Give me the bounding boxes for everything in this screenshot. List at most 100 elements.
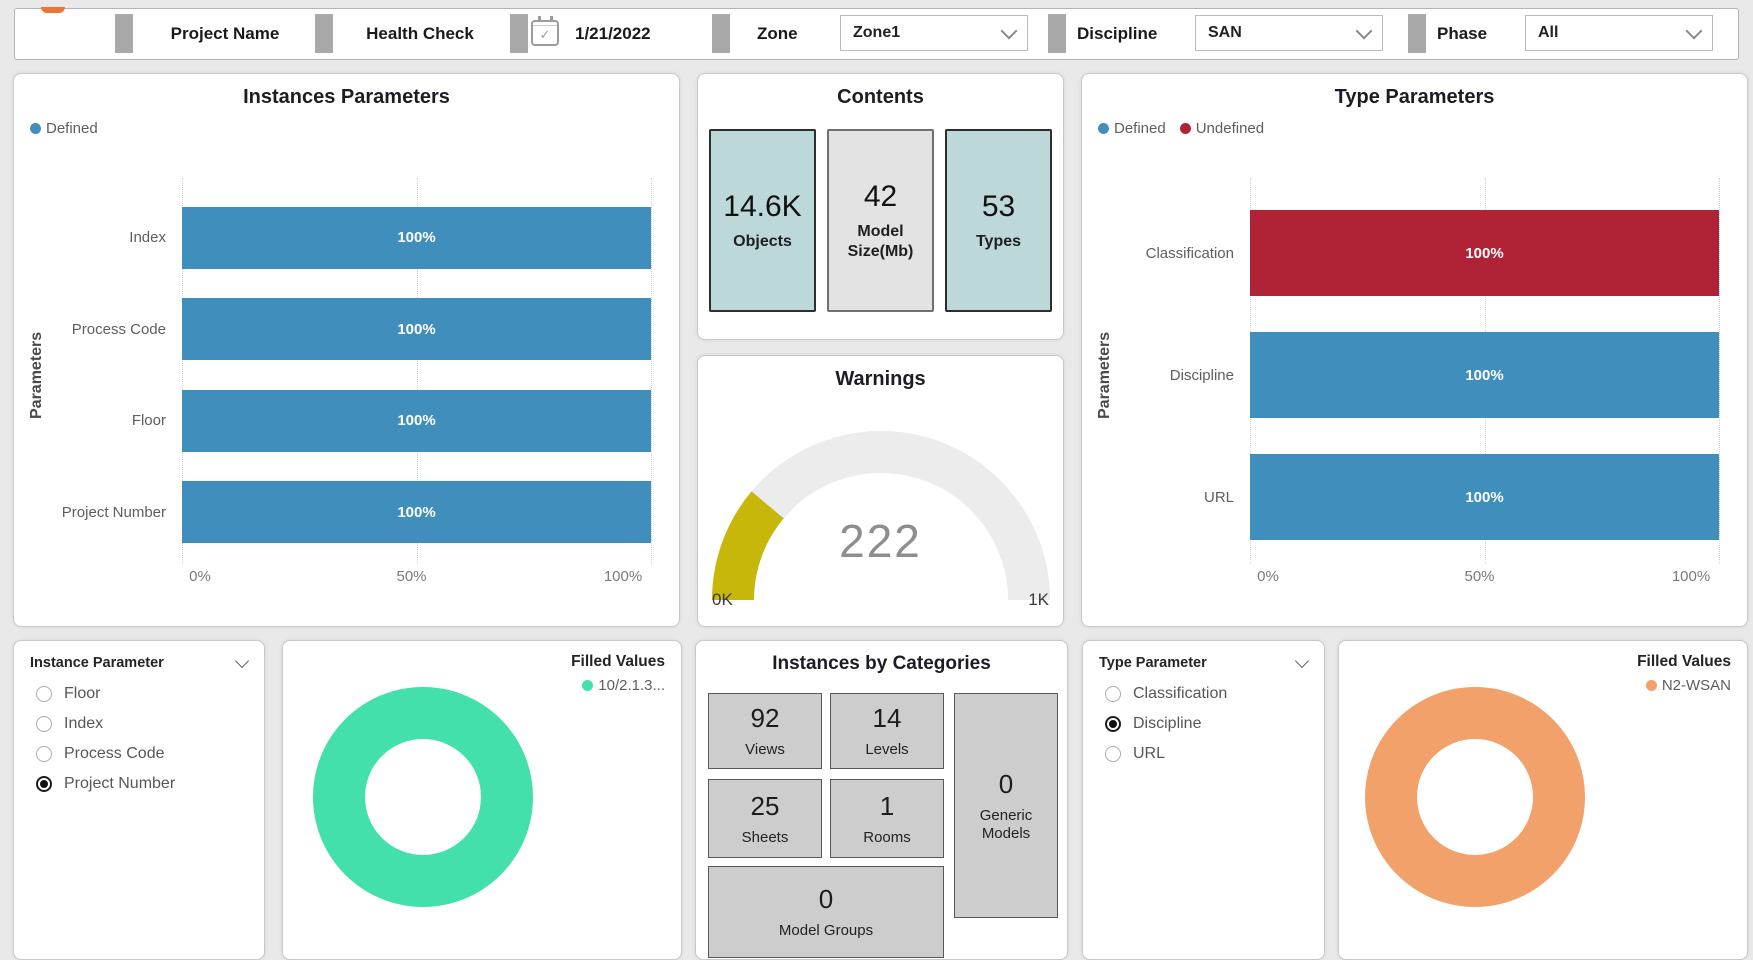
radio-option-discipline[interactable]: Discipline — [1083, 709, 1324, 739]
bar-row: URL 100% — [1100, 454, 1719, 540]
axis-tick: 50% — [1464, 568, 1495, 585]
contents-card: Contents 14.6K Objects 42 Model Size(Mb) 53 T… — [697, 73, 1064, 340]
legend-item[interactable]: Defined — [30, 120, 98, 137]
radio-icon[interactable] — [36, 716, 52, 732]
axis-tick: 0% — [1257, 568, 1279, 585]
category-tile-generic_models[interactable]: 0 Generic Models — [954, 693, 1058, 918]
bar-track: 100% — [1250, 210, 1719, 296]
bar-index[interactable]: 100% — [182, 206, 651, 269]
separator — [712, 14, 730, 53]
legend-item[interactable]: Defined — [1098, 120, 1166, 137]
bar-value-label: 100% — [397, 320, 436, 338]
category-tile-views[interactable]: 92 Views — [708, 693, 822, 769]
bar-process-code[interactable]: 100% — [182, 298, 651, 361]
discipline-dropdown-value: SAN — [1208, 24, 1242, 41]
category-label: URL — [1203, 488, 1234, 506]
radio-icon[interactable] — [36, 686, 52, 702]
contents-tile-model-size-mb-[interactable]: 42 Model Size(Mb) — [827, 129, 934, 312]
option-label: Index — [64, 715, 104, 732]
separator — [315, 14, 333, 53]
legend-item[interactable]: Undefined — [1179, 120, 1264, 137]
radio-option-classification[interactable]: Classification — [1083, 679, 1324, 709]
legend-dot-icon — [30, 123, 41, 134]
tile-value: 25 — [750, 790, 780, 821]
donut-chart[interactable] — [313, 687, 533, 907]
card-title: Warnings — [835, 368, 926, 390]
tile-value: 0 — [998, 768, 1014, 799]
category-tile-rooms[interactable]: 1 Rooms — [830, 779, 944, 858]
zone-dropdown-value: Zone1 — [853, 24, 901, 41]
option-label: Process Code — [64, 745, 165, 762]
instances-by-categories-card: Instances by Categories 92 Views 14 Levels 2… — [695, 640, 1068, 960]
category-tile-model_groups[interactable]: 0 Model Groups — [708, 866, 944, 958]
bar-url[interactable]: 100% — [1250, 454, 1719, 540]
category-tile-sheets[interactable]: 25 Sheets — [708, 779, 822, 858]
radio-icon[interactable] — [36, 746, 52, 762]
bar-row: Index 100% — [32, 206, 651, 269]
chevron-down-icon — [1355, 22, 1373, 39]
bar-value-label: 100% — [397, 229, 436, 247]
bar-discipline[interactable]: 100% — [1250, 332, 1719, 418]
warnings-gauge[interactable] — [696, 400, 1066, 615]
donut-chart[interactable] — [1365, 687, 1585, 907]
contents-tile-objects[interactable]: 14.6K Objects — [709, 129, 816, 312]
slicer-options: Classification Discipline URL — [1083, 675, 1324, 769]
discipline-dropdown[interactable]: SAN — [1195, 15, 1383, 51]
contents-tile-types[interactable]: 53 Types — [945, 129, 1052, 312]
card-title: Filled Values — [1637, 653, 1731, 670]
gauge-max-label: 1K — [1028, 590, 1049, 609]
radio-option-index[interactable]: Index — [14, 709, 264, 739]
tile-label: Model Groups — [778, 922, 874, 939]
tile-label: Model Size(Mb) — [847, 222, 914, 260]
axis-tick: 0% — [189, 568, 211, 585]
legend-item[interactable]: N2-WSAN — [1645, 677, 1731, 694]
bar-floor[interactable]: 100% — [182, 389, 651, 452]
radio-icon[interactable] — [1105, 746, 1121, 762]
phase-dropdown[interactable]: All — [1525, 15, 1713, 51]
radio-option-project-number[interactable]: Project Number — [14, 769, 264, 799]
radio-option-url[interactable]: URL — [1083, 739, 1324, 769]
bar-track: 100% — [182, 389, 651, 452]
radio-option-process-code[interactable]: Process Code — [14, 739, 264, 769]
category-label: Index — [129, 229, 166, 247]
radio-selected-icon[interactable] — [1105, 716, 1121, 732]
date-value: 1/21/2022 — [575, 24, 651, 43]
radio-option-floor[interactable]: Floor — [14, 679, 264, 709]
bar-track: 100% — [182, 206, 651, 269]
tile-value: 0 — [818, 884, 834, 914]
radio-icon[interactable] — [1105, 686, 1121, 702]
bar-row: Floor 100% — [32, 389, 651, 452]
separator — [510, 14, 528, 53]
zone-dropdown[interactable]: Zone1 — [840, 15, 1028, 51]
legend-label: Defined — [46, 120, 98, 137]
category-tile-levels[interactable]: 14 Levels — [830, 693, 944, 769]
tile-label: Objects — [733, 232, 792, 250]
chevron-down-icon[interactable] — [234, 653, 250, 669]
gauge-min-label: 0K — [712, 590, 733, 609]
bar-value-label: 100% — [1465, 244, 1504, 262]
chevron-down-icon[interactable] — [1294, 653, 1310, 669]
x-axis: 0% 50% 100% — [1257, 568, 1710, 588]
tile-label: Rooms — [863, 828, 911, 846]
legend-item[interactable]: 10/2.1.3... — [582, 677, 665, 694]
card-title: Contents — [837, 86, 924, 108]
bar-rows: Classification 100% Discipline 100% URL 100% — [1100, 192, 1719, 558]
bar-rows: Index 100% Process Code 100% Floor 100% Projec… — [32, 192, 651, 558]
gridlines — [182, 178, 652, 564]
radio-selected-icon[interactable] — [36, 776, 52, 792]
grid-line — [182, 178, 183, 564]
brand-mark-icon — [41, 7, 65, 13]
health-check-label: Health Check — [366, 24, 474, 43]
bar-project-number[interactable]: 100% — [182, 481, 651, 544]
chevron-down-icon — [1685, 22, 1703, 39]
x-axis: 0% 50% 100% — [189, 568, 642, 588]
discipline-label: Discipline — [1077, 24, 1158, 43]
tile-label: Levels — [865, 741, 909, 758]
chart-title: Type Parameters — [1334, 86, 1495, 108]
tile-label: Sheets — [741, 828, 789, 846]
bar-classification[interactable]: 100% — [1250, 210, 1719, 296]
card-title: Instances by Categories — [772, 653, 991, 674]
chevron-down-icon — [1000, 22, 1018, 39]
tile-value: 14 — [872, 703, 902, 733]
legend-dot-icon — [1645, 680, 1657, 691]
